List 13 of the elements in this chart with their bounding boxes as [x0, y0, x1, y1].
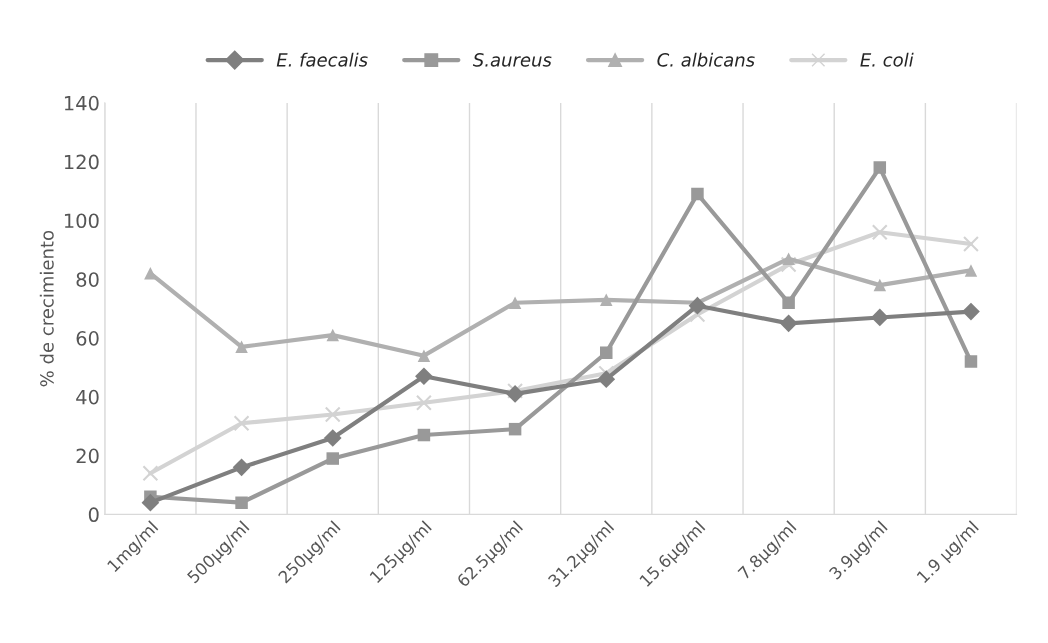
- legend-label: S.aureus: [472, 53, 552, 67]
- legend-label: C. albicans: [657, 52, 755, 67]
- y-tick-label: 60: [76, 330, 99, 346]
- y-tick-label: 80: [76, 272, 99, 287]
- y-tick-label: 100: [64, 213, 99, 229]
- y-tick-label: 140: [64, 95, 99, 111]
- y-axis-title: % de crecimiento: [39, 230, 54, 387]
- y-tick-label: 40: [76, 389, 99, 405]
- y-tick-label: 0: [88, 507, 99, 523]
- y-tick-label: 20: [76, 448, 99, 464]
- legend-label: E. faecalis: [276, 52, 368, 67]
- legend-label: E. coli: [860, 52, 914, 67]
- y-tick-label: 120: [64, 154, 99, 170]
